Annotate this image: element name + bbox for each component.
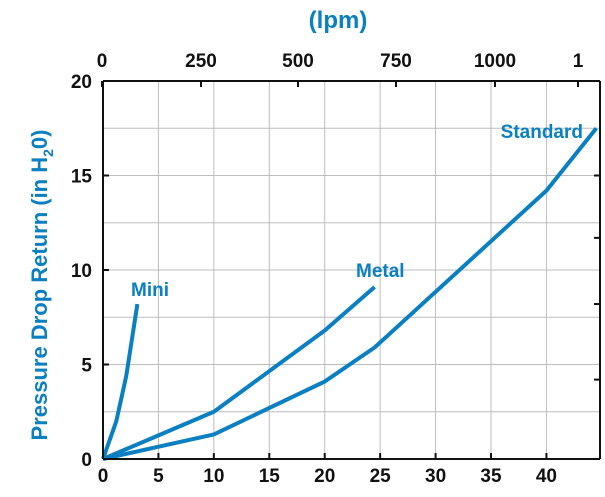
top-tick-label: 500 bbox=[282, 51, 314, 72]
top-tick-label: 0 bbox=[97, 51, 108, 72]
series-label-standard: Standard bbox=[501, 122, 583, 143]
x-tick-label: 25 bbox=[370, 466, 392, 487]
series-lines bbox=[101, 127, 598, 461]
y-tick-label: 15 bbox=[71, 167, 93, 188]
axes bbox=[101, 80, 601, 460]
x-tick-label: 5 bbox=[153, 466, 164, 487]
series-label-mini: Mini bbox=[131, 280, 169, 301]
x-tick-label: 30 bbox=[425, 466, 446, 487]
y-tick-label: 20 bbox=[71, 72, 92, 93]
grid bbox=[103, 80, 600, 459]
y-tick-label: 0 bbox=[81, 450, 92, 471]
x-tick-label: 35 bbox=[480, 466, 502, 487]
top-tick-label: 1000 bbox=[474, 51, 516, 72]
x-tick-label: 0 bbox=[98, 466, 109, 487]
x-tick-label: 20 bbox=[314, 466, 335, 487]
x-tick-label: 15 bbox=[259, 466, 281, 487]
series-line-mini bbox=[101, 303, 140, 460]
top-tick-label: 250 bbox=[185, 51, 217, 72]
top-tick-label: 750 bbox=[380, 51, 412, 72]
top-tick-label: 1 bbox=[573, 51, 584, 72]
series-label-metal: Metal bbox=[356, 261, 405, 282]
x-tick-label: 40 bbox=[536, 466, 557, 487]
y-tick-label: 5 bbox=[81, 356, 92, 377]
x-tick-label: 10 bbox=[203, 466, 224, 487]
y-axis-title: Pressure Drop Return (in H20) bbox=[27, 130, 56, 441]
y-tick-label: 10 bbox=[71, 261, 92, 282]
series-line-metal bbox=[102, 285, 376, 461]
top-axis-title: (lpm) bbox=[309, 7, 368, 34]
series-line-standard bbox=[102, 127, 598, 461]
